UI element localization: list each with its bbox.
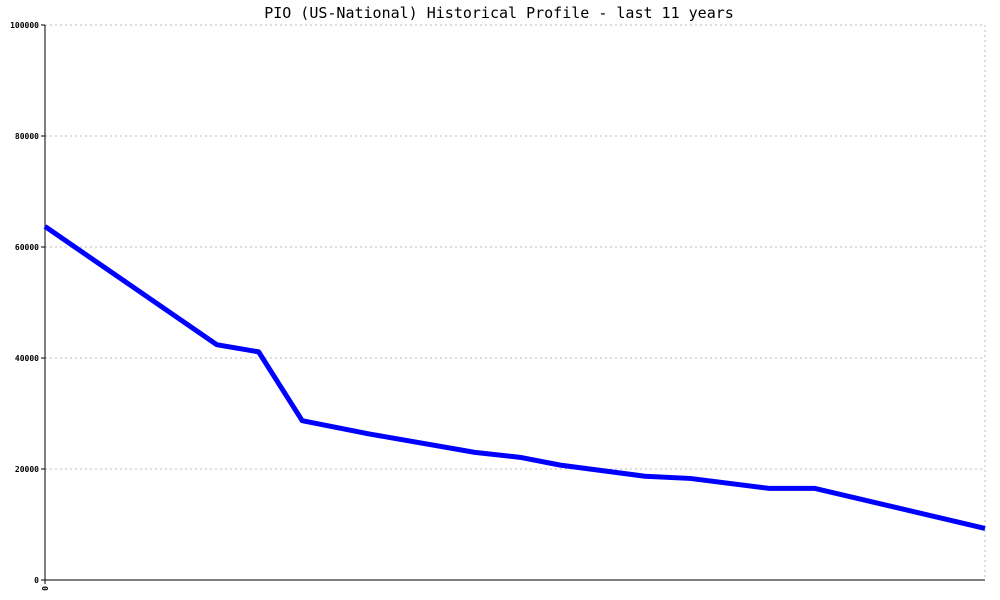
y-tick-label: 20000 (15, 465, 39, 474)
y-tick-label: 60000 (15, 243, 39, 252)
chart-title: PIO (US-National) Historical Profile - l… (264, 4, 734, 22)
y-tick-label: 40000 (15, 354, 39, 363)
y-tick-label: 100000 (10, 21, 39, 30)
y-tick-label: 80000 (15, 132, 39, 141)
x-tick-label: 0 (41, 586, 50, 591)
y-tick-label: 0 (34, 576, 39, 585)
data-line (43, 224, 986, 531)
